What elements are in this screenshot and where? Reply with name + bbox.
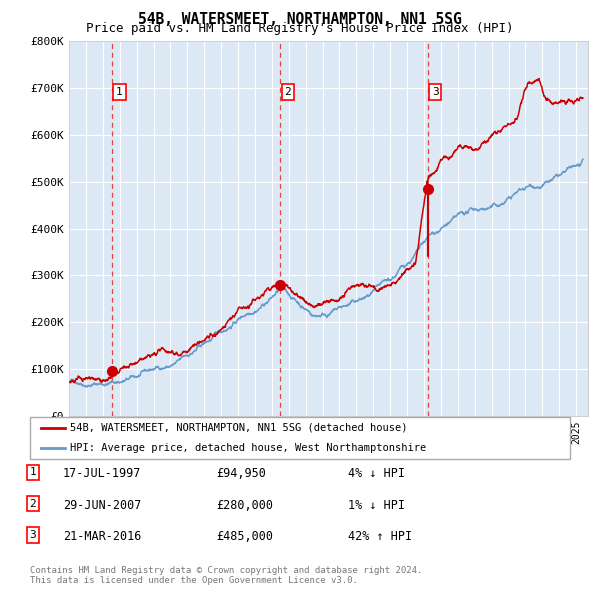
Text: 1: 1 bbox=[29, 467, 37, 477]
FancyBboxPatch shape bbox=[30, 417, 570, 459]
Text: 42% ↑ HPI: 42% ↑ HPI bbox=[348, 530, 412, 543]
Text: 21-MAR-2016: 21-MAR-2016 bbox=[63, 530, 142, 543]
Text: 1: 1 bbox=[116, 87, 123, 97]
Text: £280,000: £280,000 bbox=[216, 499, 273, 512]
Text: 3: 3 bbox=[432, 87, 439, 97]
Text: 2: 2 bbox=[284, 87, 291, 97]
Text: 17-JUL-1997: 17-JUL-1997 bbox=[63, 467, 142, 480]
Text: 3: 3 bbox=[29, 530, 37, 540]
Text: 1% ↓ HPI: 1% ↓ HPI bbox=[348, 499, 405, 512]
Text: 54B, WATERSMEET, NORTHAMPTON, NN1 5SG (detached house): 54B, WATERSMEET, NORTHAMPTON, NN1 5SG (d… bbox=[71, 422, 408, 432]
Text: £485,000: £485,000 bbox=[216, 530, 273, 543]
Text: HPI: Average price, detached house, West Northamptonshire: HPI: Average price, detached house, West… bbox=[71, 443, 427, 453]
Text: £94,950: £94,950 bbox=[216, 467, 266, 480]
Text: 54B, WATERSMEET, NORTHAMPTON, NN1 5SG: 54B, WATERSMEET, NORTHAMPTON, NN1 5SG bbox=[138, 12, 462, 27]
Text: Contains HM Land Registry data © Crown copyright and database right 2024.
This d: Contains HM Land Registry data © Crown c… bbox=[30, 566, 422, 585]
Text: Price paid vs. HM Land Registry's House Price Index (HPI): Price paid vs. HM Land Registry's House … bbox=[86, 22, 514, 35]
Text: 29-JUN-2007: 29-JUN-2007 bbox=[63, 499, 142, 512]
Text: 2: 2 bbox=[29, 499, 37, 509]
Text: 4% ↓ HPI: 4% ↓ HPI bbox=[348, 467, 405, 480]
